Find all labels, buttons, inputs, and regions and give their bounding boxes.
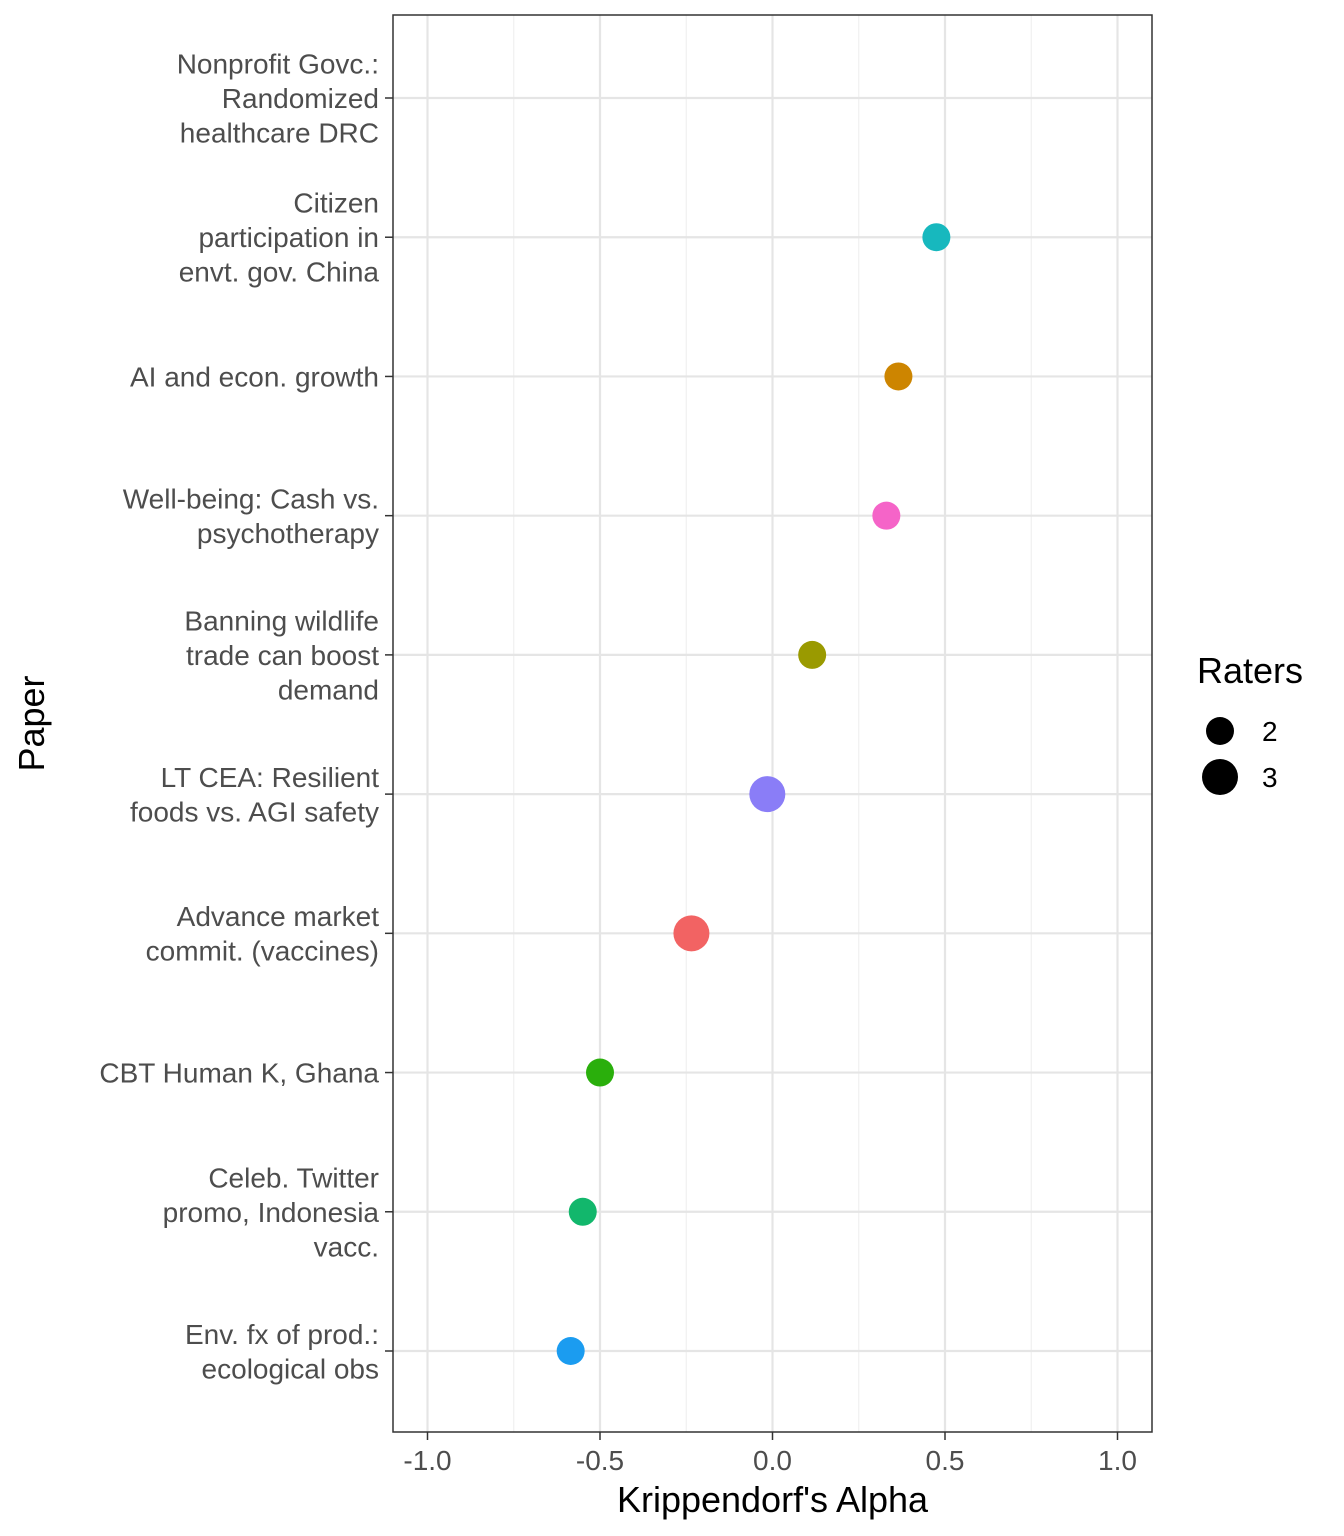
y-tick-label: Well-being: Cash vs. [123, 483, 379, 514]
y-axis: Nonprofit Govc.:Randomized healthcare DRC… [99, 49, 393, 1384]
y-tick-label: Randomized [222, 83, 379, 114]
y-tick-label: CBT Human K, Ghana [99, 1058, 379, 1089]
x-tick-label: -0.5 [576, 1445, 624, 1476]
legend: Raters 2 3 [1197, 650, 1303, 795]
y-tick-label: Env. fx of prod.: [185, 1319, 379, 1350]
y-tick-label: healthcare DRC [180, 118, 379, 149]
y-tick-label: vacc. [314, 1231, 379, 1262]
y-tick-label: trade can boost [186, 640, 379, 671]
legend-label-3: 3 [1262, 762, 1278, 793]
data-point [884, 362, 913, 391]
y-tick-label: commit. (vaccines) [146, 936, 379, 967]
y-tick-label: Citizen [293, 188, 379, 219]
legend-label-2: 2 [1262, 716, 1278, 747]
y-tick-label: Banning wildlife [184, 605, 379, 636]
x-axis-title: Krippendorf's Alpha [617, 1479, 929, 1520]
x-tick-label: 1.0 [1098, 1445, 1137, 1476]
data-point [586, 1058, 614, 1087]
x-tick-label: 0.5 [926, 1445, 965, 1476]
data-point [922, 223, 951, 252]
data-points [556, 223, 951, 1365]
y-tick-label: participation in [198, 222, 379, 253]
data-point [556, 1337, 585, 1365]
legend-key-3 [1202, 759, 1238, 795]
y-tick-label: demand [278, 674, 379, 705]
data-point [872, 501, 901, 530]
y-tick-label: psychotherapy [197, 518, 379, 549]
legend-key-2 [1206, 717, 1234, 745]
y-tick-label: foods vs. AGI safety [130, 796, 379, 827]
grid [393, 15, 1152, 1432]
x-axis: -1.0 -0.5 0.0 0.5 1.0 [403, 1432, 1137, 1476]
data-point [798, 640, 827, 669]
x-tick-label: 0.0 [753, 1445, 792, 1476]
data-point [673, 915, 710, 952]
data-point [568, 1197, 597, 1226]
x-tick-label: -1.0 [403, 1445, 451, 1476]
y-tick-label: envt. gov. China [179, 257, 380, 288]
y-tick-label: AI and econ. growth [130, 361, 379, 392]
y-tick-label: LT CEA: Resilient [161, 762, 380, 793]
legend-title: Raters [1197, 650, 1303, 691]
y-tick-label: ecological obs [202, 1353, 379, 1384]
y-tick-label: promo, Indonesia [163, 1197, 380, 1228]
data-point [749, 776, 786, 813]
y-tick-label: Nonprofit Govc.: [177, 49, 379, 80]
y-tick-label: Celeb. Twitter [208, 1162, 379, 1193]
y-axis-title: Paper [11, 675, 52, 771]
y-tick-label: Advance market [177, 901, 380, 932]
